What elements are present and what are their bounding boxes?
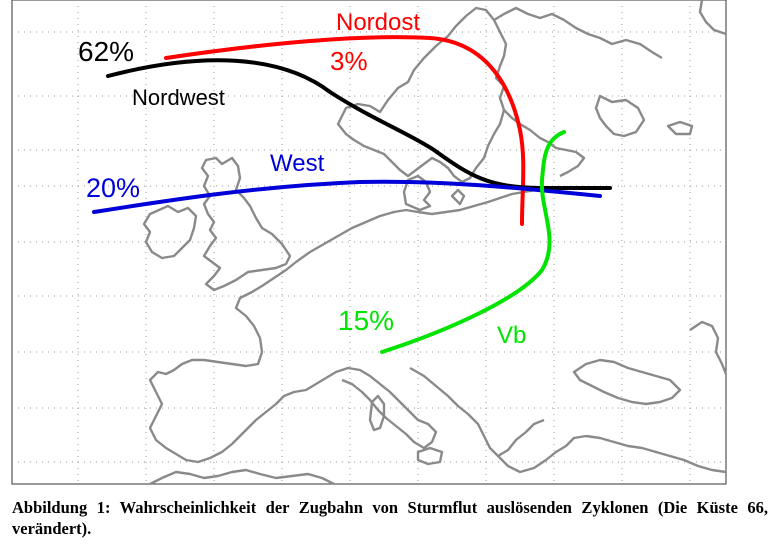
coastline-denmark <box>402 174 432 212</box>
coastline-scandinavia <box>336 6 508 184</box>
coastline-continent-north <box>295 188 537 263</box>
coastline-caspian <box>689 320 728 375</box>
coastline-gotland <box>450 188 466 206</box>
coastline-arctic-east <box>698 0 727 36</box>
track-nordwest-percent: 62% <box>78 36 134 67</box>
coastline-white-sea <box>594 94 646 138</box>
storm-tracks <box>92 35 612 354</box>
track-nordost-name: Nordost <box>336 9 420 36</box>
track-nordwest-line <box>106 58 612 190</box>
track-nordost-percent: 3% <box>330 46 368 76</box>
coastline-greece <box>497 434 587 474</box>
coastline-balkans <box>409 366 545 458</box>
coastline-black-sea <box>572 358 682 406</box>
track-labels: 62% Nordwest Nordost 3% West 20% 15% Vb <box>78 9 526 349</box>
track-west-percent: 20% <box>86 173 140 203</box>
coastline-ireland <box>142 204 198 260</box>
track-nordost-line <box>164 35 526 226</box>
track-nordwest-name: Nordwest <box>132 85 225 110</box>
coastline-sicily <box>416 446 444 466</box>
coastline-corsica <box>368 394 386 432</box>
track-vb-line <box>380 130 566 354</box>
storm-track-map: 62% Nordwest Nordost 3% West 20% 15% Vb <box>11 0 728 486</box>
track-west-name: West <box>270 150 325 177</box>
figure-caption: Abbildung 1: Wahrscheinlichkeit der Zugb… <box>12 498 768 538</box>
coastline-italy <box>325 366 438 450</box>
coastline-kola <box>493 6 663 60</box>
track-west-line <box>92 179 602 214</box>
coastlines <box>142 0 728 486</box>
coastline-west-europe <box>148 261 327 464</box>
coastline-great-britain <box>200 156 292 292</box>
track-vb-percent: 15% <box>338 305 394 336</box>
coastline-turkey <box>585 434 727 474</box>
track-vb-name: Vb <box>497 322 526 349</box>
coastline-north-africa <box>149 468 335 486</box>
coastline-east-island <box>666 120 694 136</box>
